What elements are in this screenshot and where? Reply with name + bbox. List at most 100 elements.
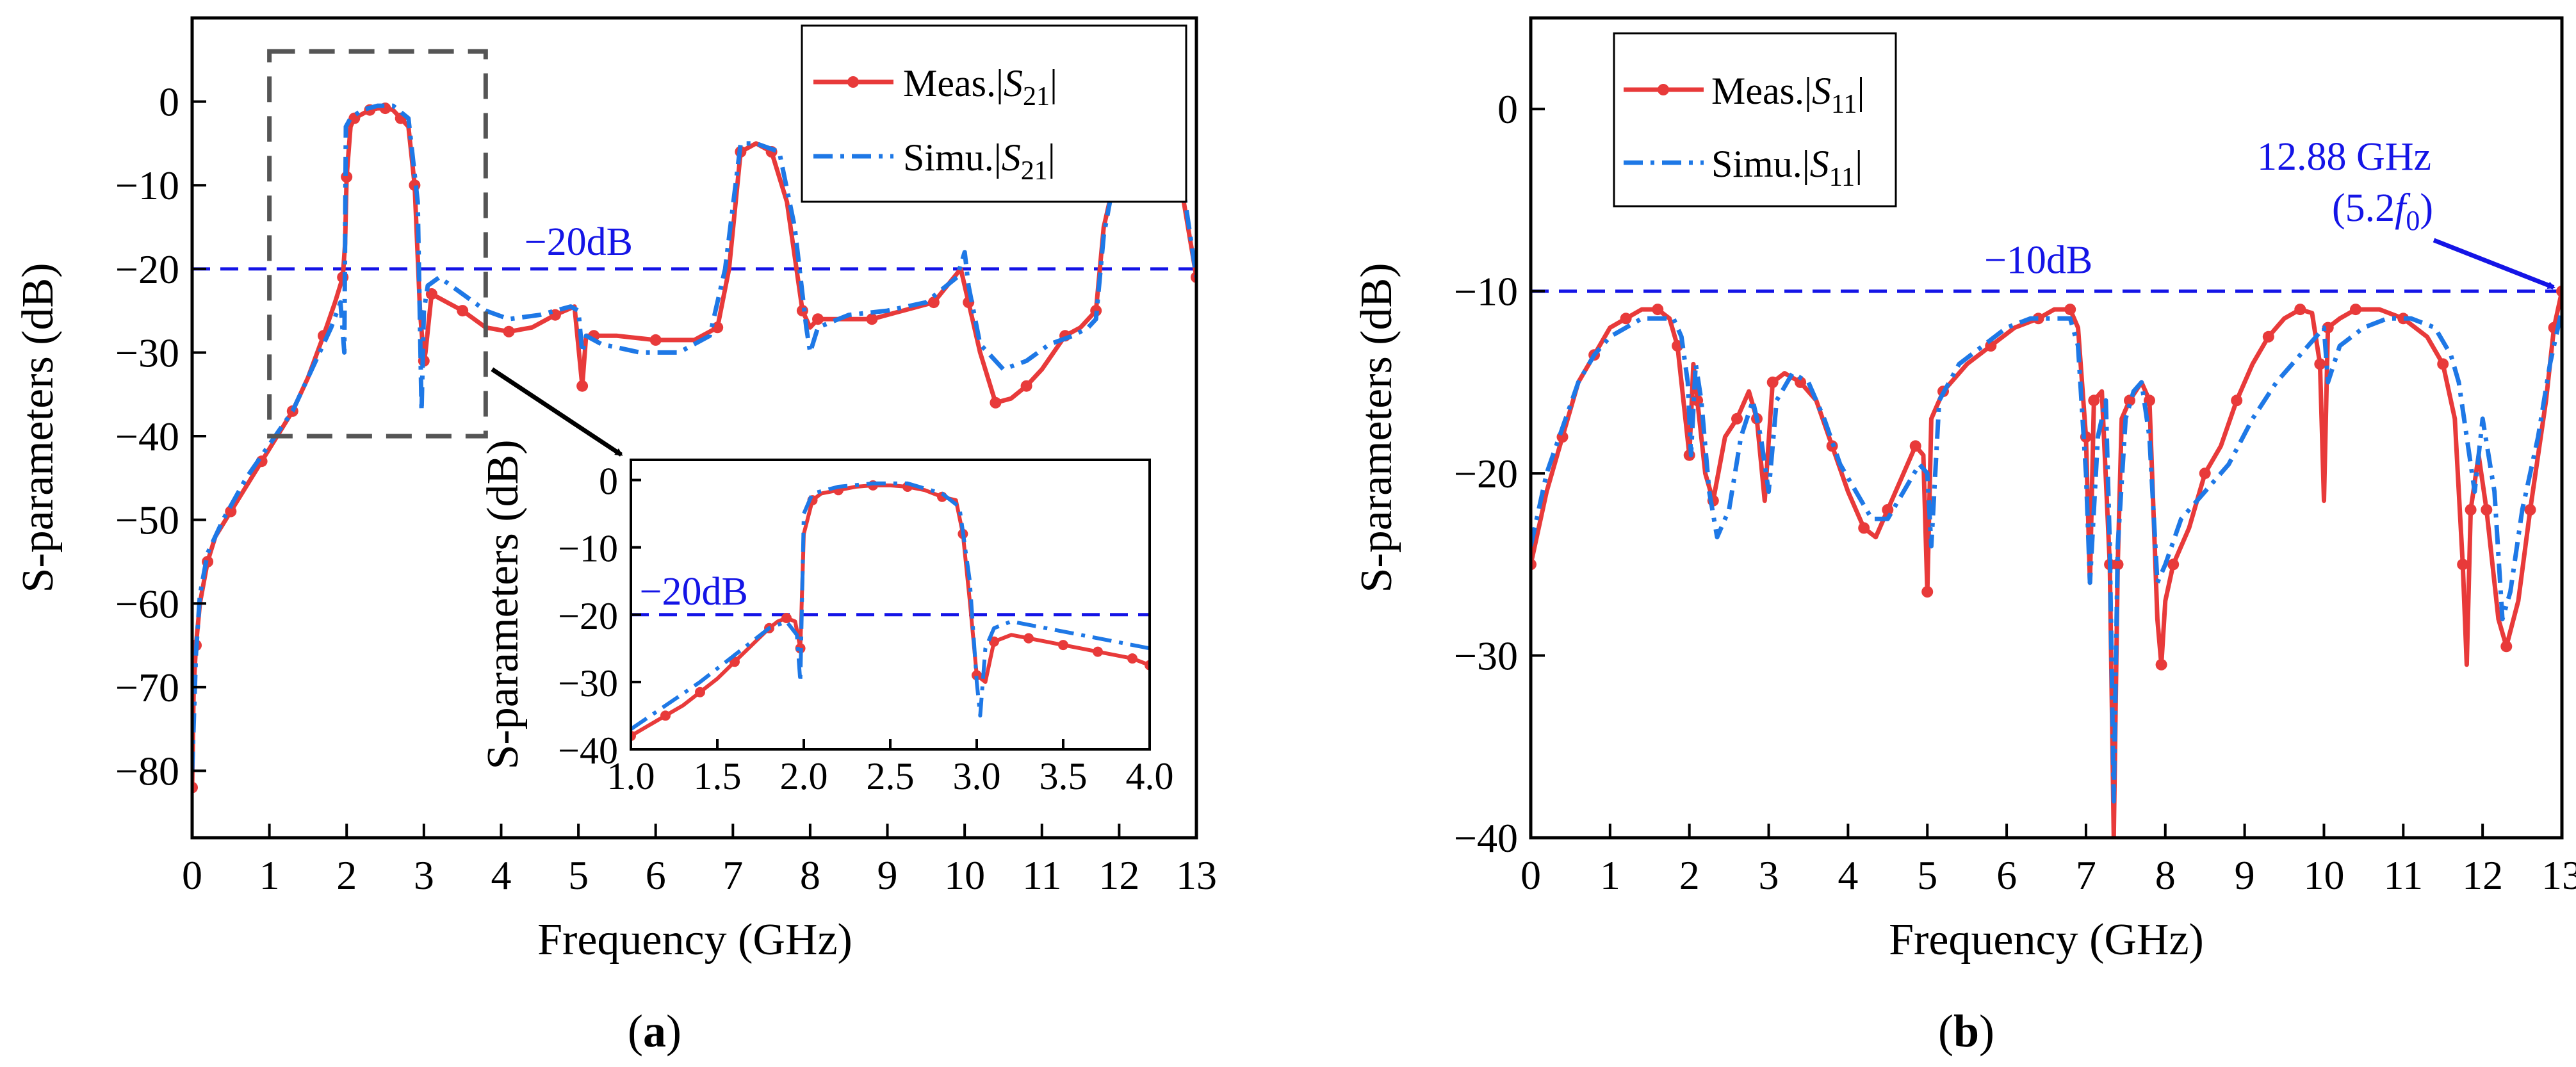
- a-x-tick-label: 7: [722, 852, 743, 898]
- a-y-tick-label: −50: [115, 498, 179, 543]
- b-marker: [2500, 640, 2513, 653]
- legend-entry-meas-a: Meas.|S21|: [903, 62, 1057, 111]
- b-y-tick-label: −40: [1454, 815, 1518, 861]
- plot-frame-a: [190, 16, 1198, 840]
- b-marker: [2167, 558, 2180, 571]
- inset-y-tick-label: −30: [558, 662, 618, 705]
- b-marker: [2314, 358, 2326, 370]
- a-y-tick-label: −40: [115, 414, 179, 459]
- zoom-arrow: [491, 367, 623, 457]
- plot-frame-b: [1529, 16, 2564, 840]
- a-y-tick-label: −70: [115, 665, 179, 710]
- b-y-tick-label: −30: [1454, 633, 1518, 679]
- a-marker: [457, 305, 469, 317]
- legend-entry-meas-b: Meas.|S11|: [1711, 70, 1864, 119]
- series-group-b: [1531, 285, 2562, 838]
- inset-x-tick-label: 1.0: [607, 755, 655, 797]
- b-marker: [2032, 313, 2044, 325]
- inset-x-tick-label: 1.5: [694, 755, 742, 797]
- y-axis-label-a: S-parameters (dB): [13, 263, 63, 592]
- b-marker: [2397, 313, 2409, 325]
- b-x-tick-label: 12: [2462, 852, 2503, 898]
- reference-label-b: −10dB: [1984, 239, 2092, 282]
- a-x-tick-label: 3: [414, 852, 434, 898]
- a-series-meas: [192, 106, 1196, 788]
- b-x-tick-label: 2: [1679, 852, 1700, 898]
- legend-box-b: [1613, 32, 1897, 208]
- inset-marker: [989, 636, 999, 647]
- b-marker: [2465, 504, 2477, 516]
- b-x-tick-label: 0: [1520, 852, 1541, 898]
- legend-b: Meas.|S11| Simu.|S11|: [1613, 32, 1897, 208]
- inset-marker: [972, 670, 982, 681]
- b-marker: [1882, 504, 1894, 516]
- b-marker: [1795, 376, 1807, 388]
- panel-label-a: (a): [628, 1006, 681, 1057]
- inset-y-tick-label: −20: [558, 595, 618, 637]
- b-marker: [1921, 586, 1934, 598]
- b-marker: [2231, 395, 2243, 407]
- b-x-tick-label: 8: [2155, 852, 2176, 898]
- b-marker: [2457, 558, 2469, 571]
- inset-marker: [695, 687, 705, 697]
- axis-ticks-b: 0 1 2 3 4 5 6 7 8 9 10 11 12 130−10−20−30−40: [1454, 86, 2576, 898]
- a-x-tick-label: 10: [944, 852, 985, 898]
- legend-box-a: [801, 24, 1187, 203]
- a-marker: [503, 325, 515, 338]
- annotation-arrow: [2433, 238, 2556, 289]
- a-marker: [1090, 305, 1102, 317]
- inset-marker: [781, 613, 792, 623]
- chart-panel-b: 0 1 2 3 4 5 6 7 8 9 10 11 12 130−10−20−30−40 −10dB Fr…: [1352, 16, 2576, 1057]
- a-marker: [576, 380, 589, 392]
- x-axis-label-b: Frequency (GHz): [1889, 915, 2204, 965]
- b-marker: [2064, 304, 2076, 316]
- a-x-tick-label: 1: [259, 852, 280, 898]
- panel-label-b: (b): [1938, 1006, 1994, 1057]
- b-x-tick-label: 9: [2235, 852, 2255, 898]
- b-marker: [2112, 558, 2124, 571]
- annotation-freq-label: 12.88 GHz: [2257, 135, 2431, 179]
- b-marker: [2262, 330, 2274, 343]
- a-x-tick-label: 12: [1098, 852, 1139, 898]
- b-marker: [2294, 304, 2306, 316]
- inset-marker: [1058, 640, 1068, 651]
- legend-marker-meas-b: [1658, 84, 1669, 95]
- annotation-harmonic-label: (5.2f0): [2332, 186, 2433, 236]
- a-marker: [927, 297, 940, 309]
- a-x-tick-label: 4: [491, 852, 511, 898]
- b-marker: [2481, 504, 2493, 516]
- a-marker: [866, 313, 878, 325]
- series-group-inset: [631, 480, 1150, 741]
- b-marker: [2124, 395, 2135, 407]
- y-axis-label-inset: S-parameters (dB): [478, 439, 528, 769]
- b-marker: [1731, 412, 1743, 425]
- a-x-tick-label: 5: [568, 852, 589, 898]
- inset-marker: [1127, 653, 1137, 664]
- a-marker: [812, 313, 824, 325]
- b-marker: [1620, 313, 1632, 325]
- series-group-a: [192, 102, 1196, 794]
- a-x-tick-label: 13: [1176, 852, 1217, 898]
- b-series-simu: [1531, 309, 2562, 804]
- inset-x-tick-label: 2.0: [780, 755, 828, 797]
- b-marker: [1766, 376, 1779, 388]
- inset-y-tick-label: −10: [558, 528, 618, 570]
- a-x-tick-label: 11: [1022, 852, 1062, 898]
- b-x-tick-label: 1: [1600, 852, 1620, 898]
- b-marker: [1858, 522, 1870, 534]
- a-x-tick-label: 8: [800, 852, 820, 898]
- inset-marker: [660, 710, 671, 721]
- a-marker: [649, 334, 662, 346]
- b-x-tick-label: 7: [2076, 852, 2096, 898]
- b-marker: [2524, 504, 2536, 516]
- reference-label-inset: −20dB: [640, 570, 748, 614]
- a-marker: [990, 396, 1002, 409]
- a-y-tick-label: −10: [115, 163, 179, 208]
- inset-marker: [1023, 633, 1034, 644]
- b-x-tick-label: 10: [2303, 852, 2344, 898]
- reference-label-a: −20dB: [525, 220, 633, 264]
- inset-chart: 1.0 1.5 2.0 2.5 3.0 3.5 4.0 0 −10 −20 −30 −40 −20dB…: [478, 439, 1174, 797]
- b-marker: [2199, 468, 2211, 480]
- legend-marker-meas-a: [847, 76, 859, 88]
